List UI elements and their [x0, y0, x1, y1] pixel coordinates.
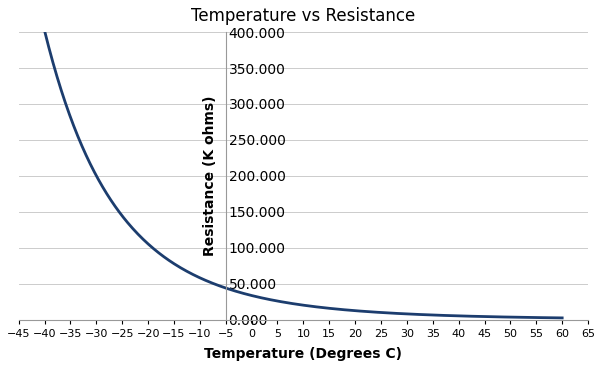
Y-axis label: Resistance (K ohms): Resistance (K ohms): [203, 96, 217, 256]
X-axis label: Temperature (Degrees C): Temperature (Degrees C): [204, 347, 402, 361]
Title: Temperature vs Resistance: Temperature vs Resistance: [191, 7, 415, 25]
